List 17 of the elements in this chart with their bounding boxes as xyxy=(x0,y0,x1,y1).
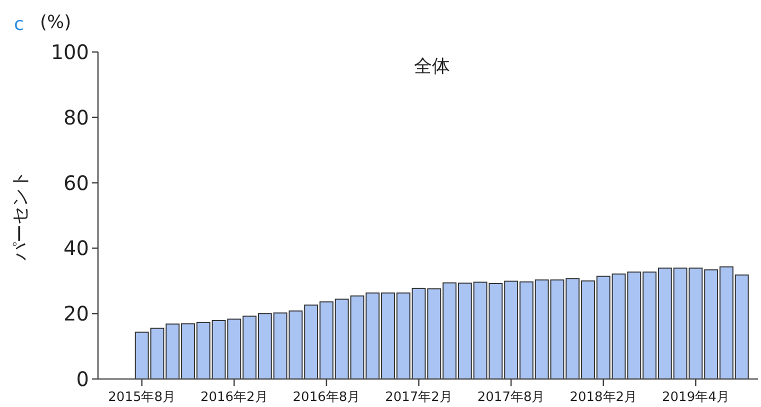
x-tick-label: 2018年2月 xyxy=(570,390,638,405)
y-tick-label: 20 xyxy=(64,302,89,326)
x-tick-label: 2017年2月 xyxy=(385,390,452,405)
y-tick-label: 60 xyxy=(64,170,89,195)
y-axis-title: パーセント xyxy=(10,170,31,262)
y-tick-label: 80 xyxy=(64,105,89,130)
y-tick-label: 0 xyxy=(76,367,89,391)
text: c xyxy=(14,14,24,35)
y-tick-label: 40 xyxy=(64,236,89,260)
x-tick-label: 2016年8月 xyxy=(292,390,360,405)
x-tick-label: 2016年2月 xyxy=(200,390,268,405)
x-tick-label: 2019年4月 xyxy=(662,390,730,405)
x-tick-label: 2017年8月 xyxy=(477,390,545,405)
x-tick-label: 2015年8月 xyxy=(108,390,176,405)
y-tick-label: 100 xyxy=(50,40,89,64)
text: (%) xyxy=(40,12,72,33)
chart-title: 全体 xyxy=(414,56,450,77)
